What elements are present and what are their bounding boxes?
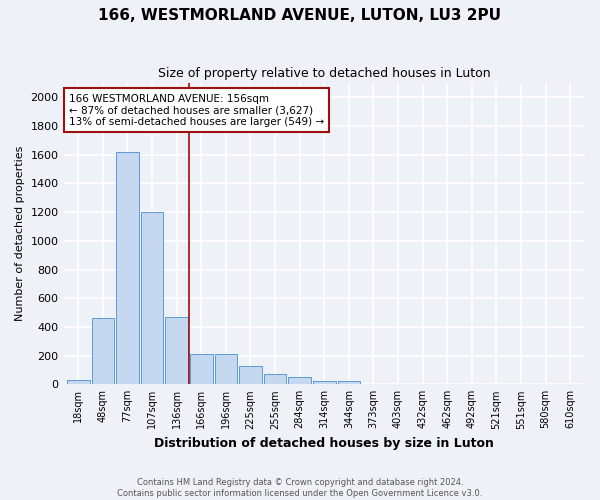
Bar <box>313 382 335 384</box>
Bar <box>190 354 212 384</box>
Bar <box>289 377 311 384</box>
Y-axis label: Number of detached properties: Number of detached properties <box>15 146 25 322</box>
Text: 166 WESTMORLAND AVENUE: 156sqm
← 87% of detached houses are smaller (3,627)
13% : 166 WESTMORLAND AVENUE: 156sqm ← 87% of … <box>69 94 324 127</box>
Bar <box>239 366 262 384</box>
Bar <box>67 380 89 384</box>
Bar <box>264 374 286 384</box>
Bar <box>166 317 188 384</box>
Title: Size of property relative to detached houses in Luton: Size of property relative to detached ho… <box>158 68 491 80</box>
Bar <box>116 152 139 384</box>
X-axis label: Distribution of detached houses by size in Luton: Distribution of detached houses by size … <box>154 437 494 450</box>
Bar <box>92 318 114 384</box>
Bar <box>338 382 360 384</box>
Text: 166, WESTMORLAND AVENUE, LUTON, LU3 2PU: 166, WESTMORLAND AVENUE, LUTON, LU3 2PU <box>98 8 502 22</box>
Text: Contains HM Land Registry data © Crown copyright and database right 2024.
Contai: Contains HM Land Registry data © Crown c… <box>118 478 482 498</box>
Bar <box>215 354 237 384</box>
Bar <box>141 212 163 384</box>
